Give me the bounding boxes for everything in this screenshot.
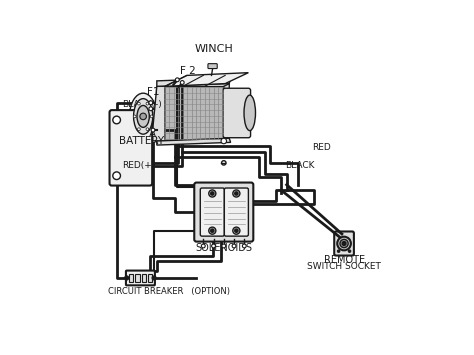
Circle shape (133, 115, 136, 118)
Circle shape (137, 128, 140, 131)
Circle shape (233, 227, 240, 234)
Circle shape (221, 138, 227, 144)
Bar (148, 274, 152, 282)
Circle shape (146, 102, 149, 105)
Circle shape (211, 244, 216, 248)
Circle shape (340, 239, 348, 248)
Circle shape (125, 276, 128, 280)
Circle shape (348, 250, 351, 252)
Text: REMOTE: REMOTE (323, 255, 365, 265)
Bar (164, 86, 224, 140)
Ellipse shape (244, 95, 255, 131)
Circle shape (113, 172, 120, 180)
Circle shape (233, 190, 240, 197)
Text: F 2: F 2 (180, 66, 195, 76)
Circle shape (113, 116, 120, 124)
FancyBboxPatch shape (126, 271, 155, 285)
Polygon shape (151, 86, 165, 144)
FancyBboxPatch shape (224, 188, 248, 236)
FancyBboxPatch shape (334, 231, 354, 256)
Circle shape (150, 115, 153, 118)
Text: BATTERY: BATTERY (118, 136, 164, 146)
FancyBboxPatch shape (109, 110, 152, 186)
Text: WINCH: WINCH (195, 44, 234, 54)
Circle shape (337, 250, 340, 252)
FancyBboxPatch shape (223, 88, 251, 138)
Text: RED(+): RED(+) (122, 161, 155, 170)
Ellipse shape (134, 99, 153, 134)
Polygon shape (165, 73, 248, 86)
Circle shape (180, 81, 184, 84)
Circle shape (152, 276, 156, 280)
Circle shape (149, 107, 153, 111)
Text: CIRCUIT BREAKER   (OPTION): CIRCUIT BREAKER (OPTION) (108, 287, 229, 296)
Polygon shape (157, 78, 231, 86)
Ellipse shape (129, 93, 157, 140)
Polygon shape (157, 138, 231, 145)
Circle shape (146, 128, 149, 131)
Circle shape (222, 161, 226, 165)
Circle shape (242, 244, 246, 248)
Text: SOLENOIDS: SOLENOIDS (195, 243, 252, 253)
Bar (142, 274, 146, 282)
Text: BLACK(-): BLACK(-) (122, 100, 162, 109)
Circle shape (222, 244, 226, 248)
Circle shape (175, 78, 179, 82)
Bar (129, 274, 133, 282)
Text: A: A (149, 129, 156, 138)
Circle shape (137, 102, 140, 105)
Polygon shape (224, 84, 229, 141)
Circle shape (337, 237, 351, 250)
Circle shape (235, 192, 238, 195)
Circle shape (201, 244, 205, 248)
Circle shape (209, 227, 216, 234)
Circle shape (210, 229, 214, 232)
Circle shape (151, 128, 155, 132)
Circle shape (210, 192, 214, 195)
Text: RED: RED (312, 143, 330, 152)
FancyBboxPatch shape (201, 188, 224, 236)
FancyBboxPatch shape (208, 64, 217, 69)
Text: −: − (112, 115, 121, 125)
Text: F1: F1 (147, 87, 159, 97)
Text: BLACK: BLACK (285, 161, 315, 170)
Ellipse shape (137, 105, 149, 127)
FancyBboxPatch shape (194, 182, 253, 242)
Text: +: + (112, 171, 121, 181)
Circle shape (140, 113, 146, 120)
Circle shape (232, 244, 236, 248)
Bar (135, 274, 140, 282)
Circle shape (342, 242, 346, 245)
Text: SWITCH SOCKET: SWITCH SOCKET (307, 262, 381, 271)
Circle shape (235, 229, 238, 232)
Circle shape (149, 101, 153, 105)
Circle shape (209, 190, 216, 197)
